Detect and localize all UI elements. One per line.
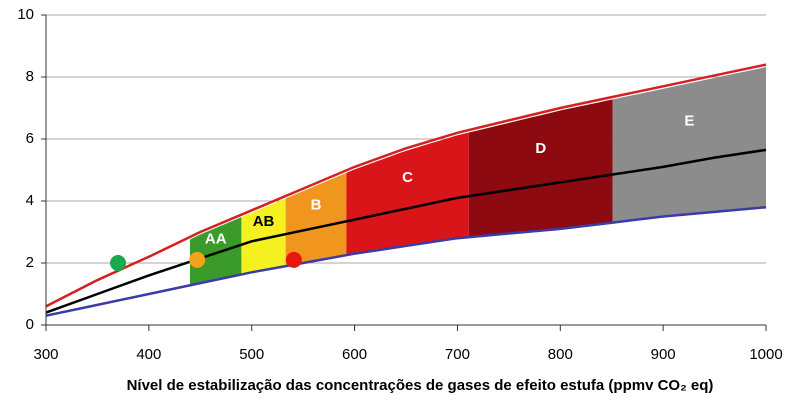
- y-tick-label: 0: [26, 316, 34, 333]
- band-label: C: [402, 169, 413, 186]
- band: [241, 198, 286, 275]
- band-label: E: [684, 112, 694, 129]
- x-tick-label: 700: [445, 346, 470, 363]
- band-label: AB: [253, 213, 275, 230]
- point: [110, 255, 126, 271]
- curve: [45, 63, 767, 308]
- band: [346, 132, 469, 256]
- x-tick-label: 800: [548, 346, 573, 363]
- curve: [45, 205, 767, 317]
- band: [468, 99, 613, 238]
- band: [612, 67, 766, 223]
- y-tick-label: 2: [26, 254, 34, 271]
- point: [189, 251, 206, 268]
- x-tick-label: 1000: [749, 346, 782, 363]
- band-label: B: [311, 196, 322, 213]
- x-tick-label: 600: [342, 346, 367, 363]
- y-tick-label: 4: [26, 192, 34, 209]
- band-label: AA: [205, 230, 227, 247]
- x-axis-label: Nível de estabilização das concentrações…: [127, 377, 714, 394]
- x-tick-label: 500: [239, 346, 264, 363]
- band: [190, 217, 242, 286]
- y-tick-label: 10: [17, 6, 34, 23]
- y-tick-label: 8: [26, 68, 34, 85]
- x-tick-label: 300: [33, 346, 58, 363]
- band-label: D: [535, 140, 546, 157]
- x-tick-label: 400: [136, 346, 161, 363]
- curve: [45, 148, 767, 314]
- point: [285, 251, 302, 268]
- band: [285, 172, 347, 267]
- y-tick-label: 6: [26, 130, 34, 147]
- x-tick-label: 900: [651, 346, 676, 363]
